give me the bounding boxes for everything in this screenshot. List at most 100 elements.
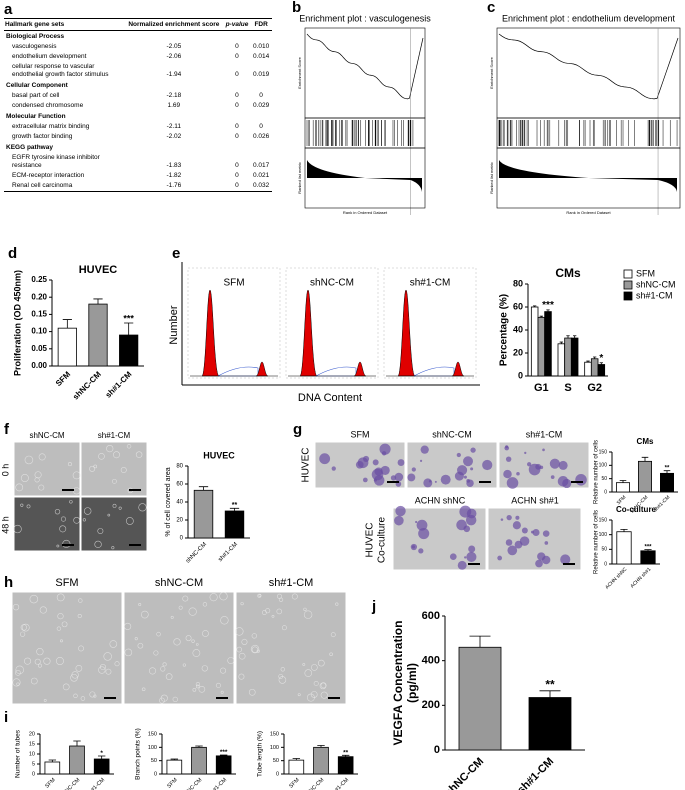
texture xyxy=(457,465,468,476)
histogram-frame xyxy=(187,267,281,379)
texture xyxy=(125,517,134,525)
table-header-cell: FDR xyxy=(250,18,272,31)
g1-peak xyxy=(201,289,220,377)
chart-title: HUVEC xyxy=(79,264,118,276)
table-cell: -1.82 xyxy=(166,172,182,179)
micrograph xyxy=(80,441,148,497)
section-title: Cellular Component xyxy=(6,82,68,89)
y-tick-label: 0 xyxy=(518,370,523,380)
texture xyxy=(306,693,315,702)
section-title: KEGG pathway xyxy=(6,144,53,151)
y-tick-label: 600 xyxy=(422,610,440,622)
texture xyxy=(61,621,68,628)
error-bar xyxy=(663,470,671,474)
y-tick-label: 150 xyxy=(270,731,279,737)
y-tick-label: 0.15 xyxy=(31,310,47,319)
error-bar xyxy=(599,362,603,365)
table-cell: -1.76 xyxy=(124,181,224,192)
texture xyxy=(238,673,245,680)
y-tick-label: 150 xyxy=(599,517,608,523)
y-axis-label: (pg/ml) xyxy=(405,663,419,703)
texture xyxy=(60,639,63,643)
chart-title: CMs xyxy=(555,266,581,280)
table-cell: -2.06 xyxy=(166,53,182,60)
y-tick-label: 50 xyxy=(151,758,157,764)
y-tick-label: 0 xyxy=(154,771,157,777)
texture xyxy=(162,662,167,667)
texture xyxy=(165,673,173,680)
texture xyxy=(34,658,41,665)
texture xyxy=(192,649,201,657)
bar xyxy=(166,759,183,775)
image-title: ACHN shNC xyxy=(415,495,466,505)
bar xyxy=(313,746,329,775)
table-cell: -2.05 xyxy=(166,43,182,50)
texture xyxy=(320,691,328,699)
micrograph xyxy=(13,441,81,497)
gene-set-name: basal part of cell xyxy=(12,92,60,99)
texture xyxy=(106,444,114,453)
texture xyxy=(112,478,117,484)
significance: *** xyxy=(542,300,554,311)
texture xyxy=(464,556,467,559)
legend-label: SFM xyxy=(636,268,655,278)
image-title: ACHN sh#1 xyxy=(511,495,559,505)
y-tick-label: 20 xyxy=(513,347,523,357)
error-bar xyxy=(170,758,179,761)
table-row: cellular response to vascular endothelia… xyxy=(4,62,272,80)
image-title: sh#1-CM xyxy=(269,577,314,589)
texture xyxy=(140,610,149,619)
image-title: SFM xyxy=(55,577,78,589)
image-row-label: 0 h xyxy=(0,464,10,477)
texture xyxy=(549,458,560,469)
bar xyxy=(597,364,606,377)
texture xyxy=(505,445,509,449)
y-axis-label: Tube length (%) xyxy=(257,731,264,777)
panel-label: f xyxy=(4,421,10,438)
metric-frame xyxy=(496,147,681,209)
texture xyxy=(69,500,73,504)
chart-title: CMs xyxy=(637,437,654,446)
texture xyxy=(43,657,51,665)
error-bar xyxy=(620,528,628,532)
error-bar xyxy=(229,507,240,511)
texture xyxy=(62,539,71,548)
axis-label: Enrichment Score xyxy=(489,56,494,89)
x-tick-label: sh#1-CM xyxy=(104,370,134,400)
bar xyxy=(638,460,653,493)
texture xyxy=(575,474,587,486)
texture xyxy=(220,690,224,694)
legend-label: shNC-CM xyxy=(636,279,676,289)
texture xyxy=(418,527,430,540)
texture xyxy=(83,507,92,515)
texture xyxy=(60,516,67,522)
g2-peak xyxy=(451,361,465,377)
texture xyxy=(415,520,418,524)
texture xyxy=(265,608,271,614)
y-axis-label: Relative number of cells xyxy=(594,510,600,574)
texture xyxy=(514,540,523,549)
texture xyxy=(457,560,467,570)
texture xyxy=(160,666,166,672)
bar xyxy=(193,489,214,539)
texture xyxy=(503,469,512,479)
section-row: Molecular Function xyxy=(4,111,272,122)
section-title: Biological Process xyxy=(6,33,65,40)
texture xyxy=(482,459,493,471)
table-row: extracellular matrix binding -2.11 0 0 xyxy=(4,122,272,132)
legend-swatch xyxy=(623,280,633,290)
texture xyxy=(182,595,189,602)
texture xyxy=(248,688,256,696)
texture xyxy=(156,631,161,637)
table-cell: 0 xyxy=(223,181,251,192)
section-row: KEGG pathway xyxy=(4,142,272,153)
enrichment-curve xyxy=(306,33,424,100)
y-tick-label: 0.25 xyxy=(31,275,47,284)
texture xyxy=(26,504,31,509)
y-tick-label: 80 xyxy=(176,464,183,470)
texture xyxy=(135,451,143,458)
gene-set-name: vasculogenesis xyxy=(12,43,57,50)
texture xyxy=(394,515,404,526)
texture xyxy=(141,687,146,692)
texture xyxy=(209,593,218,602)
